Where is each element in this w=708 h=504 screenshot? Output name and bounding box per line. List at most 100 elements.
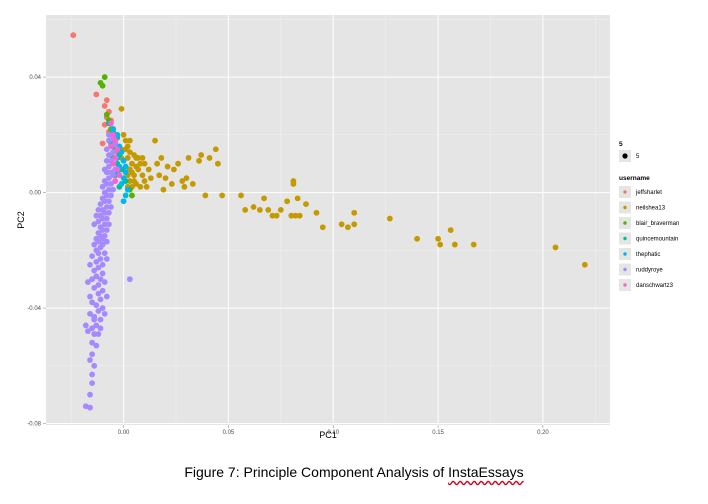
plot-panel xyxy=(46,15,610,425)
point-neilshea13 xyxy=(145,166,152,173)
point-ruddyroye xyxy=(103,204,110,210)
point-neilshea13 xyxy=(238,192,244,199)
x-tick-label: 0.05 xyxy=(223,430,235,436)
point-thephatic xyxy=(110,126,116,132)
caption-text: Figure 7: Principle Component Analysis o… xyxy=(184,464,449,480)
point-thephatic xyxy=(122,163,129,170)
point-danschwartz3 xyxy=(110,160,116,167)
point-jeffsharlet xyxy=(70,32,77,39)
point-ruddyroye xyxy=(101,189,108,196)
point-neilshea13 xyxy=(296,212,303,219)
point-thephatic xyxy=(118,149,125,156)
point-thephatic xyxy=(122,169,129,176)
point-neilshea13 xyxy=(141,178,148,184)
point-ruddyroye xyxy=(93,212,100,219)
x-tick-label: 0.00 xyxy=(118,430,130,436)
point-ruddyroye xyxy=(89,351,96,358)
point-neilshea13 xyxy=(313,209,320,216)
point-neilshea13 xyxy=(552,244,559,251)
point-neilshea13 xyxy=(294,195,301,202)
point-neilshea13 xyxy=(269,212,276,219)
point-ruddyroye xyxy=(108,169,114,176)
caption-emphasis: InstaEssays xyxy=(448,464,524,480)
point-neilshea13 xyxy=(202,192,209,199)
point-neilshea13 xyxy=(189,181,196,187)
point-ruddyroye xyxy=(101,221,108,228)
point-blair_braverman xyxy=(103,111,110,118)
data-points xyxy=(70,32,588,411)
point-neilshea13 xyxy=(129,160,135,167)
point-neilshea13 xyxy=(122,137,129,144)
point-neilshea13 xyxy=(212,146,219,153)
point-neilshea13 xyxy=(288,212,295,219)
point-neilshea13 xyxy=(273,212,280,219)
point-danschwartz3 xyxy=(112,155,119,161)
point-ruddyroye xyxy=(105,152,112,158)
point-ruddyroye xyxy=(105,137,112,144)
point-ruddyroye xyxy=(91,362,98,369)
point-danschwartz3 xyxy=(108,143,114,150)
point-neilshea13 xyxy=(129,169,135,176)
point-neilshea13 xyxy=(118,105,125,112)
point-ruddyroye xyxy=(103,157,110,164)
point-ruddyroye xyxy=(99,270,106,277)
size-legend-label: 5 xyxy=(636,154,640,160)
point-thephatic xyxy=(124,186,131,193)
point-neilshea13 xyxy=(451,241,458,248)
point-ruddyroye xyxy=(101,250,108,257)
point-ruddyroye xyxy=(89,325,96,332)
point-blair_braverman xyxy=(129,192,135,199)
point-ruddyroye xyxy=(99,195,106,202)
point-ruddyroye xyxy=(97,296,104,303)
point-ruddyroye xyxy=(103,227,110,234)
point-ruddyroye xyxy=(105,163,112,170)
color-legend: username jeffsharlet neilshea13 blair_brav… xyxy=(619,175,679,291)
legend-label-thephatic: thephatic xyxy=(636,252,660,258)
size-legend-title: 5 xyxy=(619,141,623,148)
point-neilshea13 xyxy=(126,137,133,144)
point-ruddyroye xyxy=(93,247,100,254)
point-neilshea13 xyxy=(265,206,272,213)
point-neilshea13 xyxy=(183,175,190,182)
point-neilshea13 xyxy=(447,227,454,234)
point-blair_braverman xyxy=(99,82,106,89)
point-neilshea13 xyxy=(131,152,137,158)
point-neilshea13 xyxy=(126,149,133,156)
point-neilshea13 xyxy=(160,186,167,193)
point-neilshea13 xyxy=(277,206,284,213)
point-thephatic xyxy=(120,175,127,182)
y-tick-label: 0.00 xyxy=(29,191,41,197)
point-neilshea13 xyxy=(250,204,257,210)
legend-label-jeffsharlet: jeffsharlet xyxy=(635,190,662,196)
point-neilshea13 xyxy=(206,155,213,161)
point-ruddyroye xyxy=(105,221,112,228)
point-neilshea13 xyxy=(124,155,131,161)
point-thephatic xyxy=(114,131,121,138)
point-danschwartz3 xyxy=(110,131,116,138)
point-neilshea13 xyxy=(152,137,158,144)
point-neilshea13 xyxy=(137,183,144,190)
point-ruddyroye xyxy=(95,264,102,271)
point-neilshea13 xyxy=(170,166,177,173)
point-neilshea13 xyxy=(338,221,345,228)
point-ruddyroye xyxy=(105,131,112,138)
point-neilshea13 xyxy=(290,178,297,184)
y-tick-label: -0.08 xyxy=(27,422,41,428)
point-neilshea13 xyxy=(292,212,299,219)
point-ruddyroye xyxy=(99,287,106,294)
point-ruddyroye xyxy=(82,322,89,329)
point-neilshea13 xyxy=(437,241,444,248)
point-ruddyroye xyxy=(89,253,96,259)
point-neilshea13 xyxy=(141,160,148,167)
point-ruddyroye xyxy=(101,178,108,184)
point-neilshea13 xyxy=(147,175,154,182)
point-neilshea13 xyxy=(133,163,140,170)
point-ruddyroye xyxy=(108,181,114,187)
legend-label-neilshea13: neilshea13 xyxy=(636,206,666,212)
point-ruddyroye xyxy=(99,235,106,242)
pca-scatter-chart: 0.00 0.05 0.10 0.15 0.20 -0.08 -0.04 0.00 0.04 P… xyxy=(16,15,679,440)
point-neilshea13 xyxy=(470,241,477,248)
point-ruddyroye xyxy=(95,230,102,236)
point-jeffsharlet xyxy=(93,91,100,98)
point-neilshea13 xyxy=(124,143,131,150)
